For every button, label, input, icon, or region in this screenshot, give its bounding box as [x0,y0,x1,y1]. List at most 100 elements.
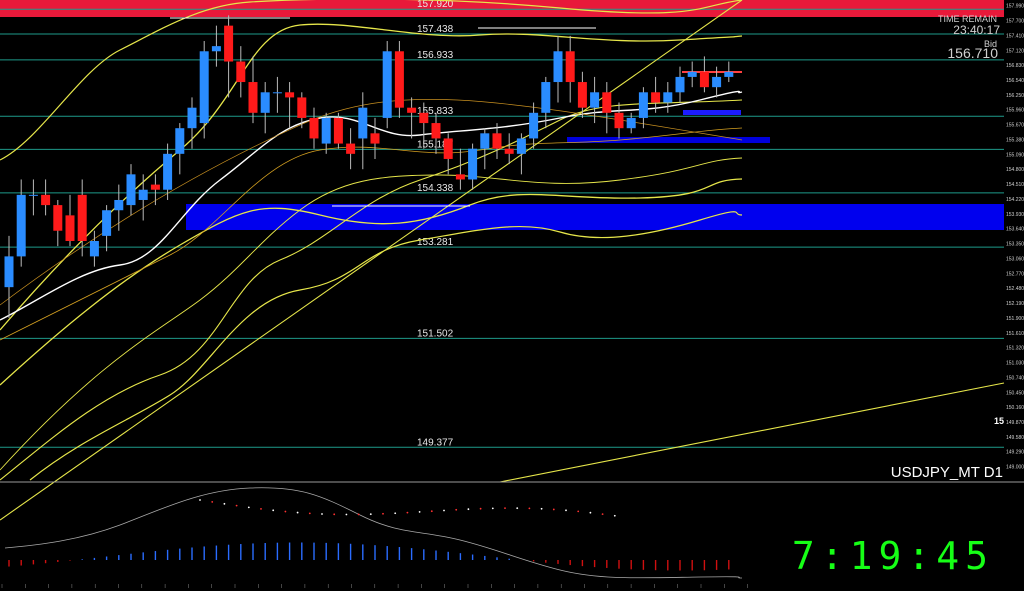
indicator-line-0 [0,23,743,331]
candlesticks [4,15,734,318]
candle-body [346,143,356,154]
level-label-3: 155.833 [417,106,454,117]
price-tick: 157.120 [1006,48,1024,54]
candle-body [626,117,636,129]
price-tick: 151.320 [1006,346,1024,352]
price-tick: 153.640 [1006,227,1024,233]
price-tick: 157.410 [1006,33,1024,39]
candle-body [272,92,282,94]
oscillator-dot [357,513,360,516]
level-label-6: 153.281 [417,237,454,248]
price-tick: 151.610 [1006,331,1024,337]
price-axis: 149.000 149.290 149.580 149.870 150.160 150.4… [1006,4,1024,471]
candle-body [529,112,539,139]
indicator-line-4 [0,99,743,481]
candle-body [138,189,148,200]
price-tick: 155.670 [1006,123,1024,129]
oscillator-dot [284,510,287,513]
price-tick: 156.540 [1006,78,1024,84]
price-tick: 157.990 [1006,4,1024,10]
digital-clock: 7:19:45 [792,534,994,578]
price-tick: 150.160 [1006,405,1024,411]
price-tick: 156.830 [1006,63,1024,69]
candle-body [370,133,380,144]
candle-body [565,51,575,83]
candle-body [614,112,624,129]
candle-body [16,194,26,257]
candle-body [77,194,87,241]
candle-body [53,205,63,231]
bid-label: Bid [984,39,997,49]
candle-body [687,71,697,77]
candle-body [407,107,417,113]
oscillator-dot [443,509,445,512]
price-tick: 152.190 [1006,301,1024,307]
indicator-line-10 [0,157,743,471]
oscillator-dot [394,512,397,515]
price-tick: 149.870 [1006,420,1024,426]
candle-body [41,194,51,206]
level-label-5: 154.338 [417,183,454,194]
price-tick: 152.480 [1006,286,1024,292]
candle-body [455,174,465,180]
oscillator-dot [247,506,250,509]
candle-body [577,82,587,108]
candle-body [553,51,563,83]
price-tick: 151.030 [1006,361,1024,367]
candle-body [28,194,38,196]
candle-body [260,92,270,113]
price-tick: 154.510 [1006,182,1024,188]
candle-body [65,215,75,241]
candle-body [638,92,648,118]
candle-body [126,174,136,206]
indicator-line-9 [499,382,1005,483]
bid-value: 156.710 [947,45,998,61]
price-tick: 153.350 [1006,242,1024,248]
oscillator-dot [272,509,275,512]
candle-body [297,97,307,118]
price-tick: 154.800 [1006,167,1024,173]
oscillator-dot [418,511,421,513]
price-tick: 155.380 [1006,137,1024,143]
candle-body [211,46,221,52]
symbol-label: USDJPY_MT D1 [891,464,1003,481]
candle-body [651,92,661,103]
oscillator-dot [467,508,470,511]
candle-body [675,76,685,93]
candle-body [492,133,502,149]
indicator-line-3 [0,0,743,161]
price-tick: 151.900 [1006,316,1024,322]
resistance-zone [0,0,1004,17]
price-tick: 153.060 [1006,256,1024,262]
oscillator-dot [333,513,336,516]
oscillator-dot [382,512,384,515]
candle-body [224,25,234,62]
oscillator-dot [369,513,372,516]
price-tick: 149.000 [1006,465,1024,471]
candle-body [602,92,612,113]
price-tick: 150.740 [1006,375,1024,381]
candle-body [236,61,246,83]
oscillator-dot [577,510,580,513]
candle-body [699,71,709,88]
oscillator-panel [4,487,743,579]
candle-body [358,107,368,139]
oscillator-dot [235,504,238,507]
price-tick: 154.220 [1006,197,1024,203]
oscillator-dot [406,511,409,514]
oscillator-dot [308,512,311,515]
time-axis [1,584,748,588]
oscillator-dot [260,508,262,510]
oscillator-dot [321,513,323,515]
small-support-bar [567,137,770,143]
level-label-2: 156.933 [417,50,454,61]
candle-body [431,123,441,139]
candle-body [150,184,160,190]
level-label-7: 151.502 [417,328,454,339]
oscillator-dot [479,507,482,510]
oscillator-dot [516,507,519,510]
oscillator-dot [223,502,226,505]
candle-body [321,117,331,144]
oscillator-dot [504,507,506,510]
